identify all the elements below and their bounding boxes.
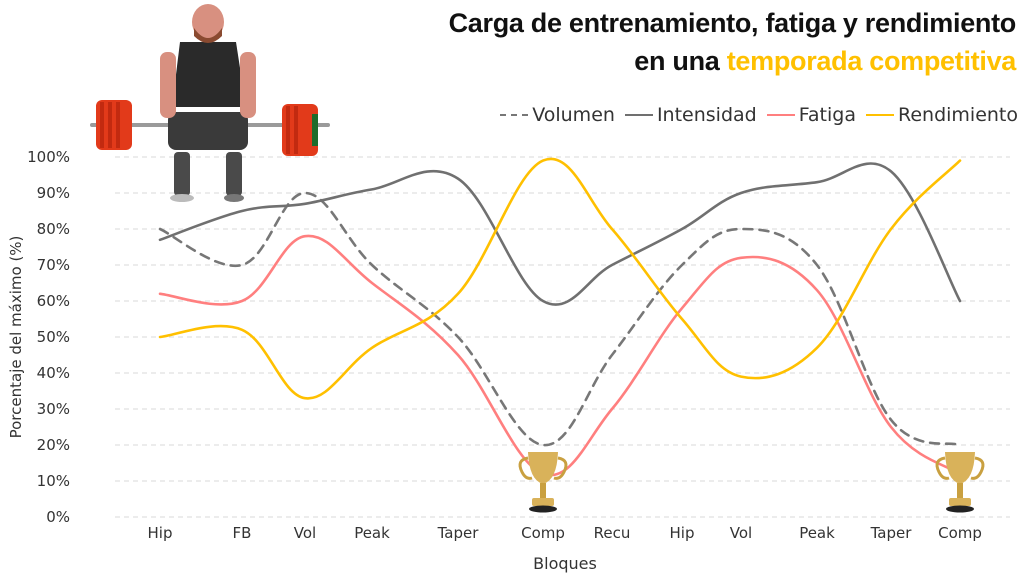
legend-swatch-rendimiento: [865, 114, 894, 116]
legend-swatch-fatiga: [766, 114, 795, 116]
series-rendimiento: [158, 157, 962, 400]
legend-item-rendimiento: Rendimiento: [865, 104, 1018, 126]
title-accent: temporada competitiva: [726, 46, 1017, 76]
legend: Volumen Intensidad Fatiga Rendimiento: [500, 104, 1018, 126]
x-tick-label: Hip: [148, 524, 173, 542]
y-tick-label: 40%: [37, 364, 70, 382]
trophy-icon: [935, 452, 985, 513]
series-volumen: [158, 191, 962, 447]
y-tick-label: 50%: [37, 328, 70, 346]
series-intensidad: [158, 162, 962, 306]
chart-title: Carga de entrenamiento, fatiga y rendimi…: [448, 4, 1017, 80]
legend-label: Rendimiento: [897, 104, 1018, 126]
legend-label: Intensidad: [656, 104, 757, 126]
gridlines: [115, 156, 1010, 518]
title-prefix: en una: [634, 46, 727, 76]
y-tick-label: 90%: [37, 184, 70, 202]
y-axis-label: Porcentaje del máximo (%): [7, 236, 25, 439]
y-axis-ticks: 0% 10% 20% 30% 40% 50% 60% 70% 80% 90% 100%: [27, 148, 70, 526]
legend-item-fatiga: Fatiga: [766, 104, 856, 126]
legend-swatch-intensidad: [624, 114, 653, 116]
y-tick-label: 0%: [46, 508, 70, 526]
series-fatiga: [158, 234, 962, 477]
y-tick-label: 20%: [37, 436, 70, 454]
legend-label: Volumen: [532, 104, 615, 126]
series-lines: [158, 157, 962, 477]
legend-swatch-dashed: [500, 114, 529, 116]
y-tick-label: 60%: [37, 292, 70, 310]
x-axis-label: Bloques: [533, 554, 597, 573]
chart-title-line1: Carga de entrenamiento, fatiga y rendimi…: [448, 8, 1017, 38]
x-tick-label: Comp: [938, 524, 982, 542]
legend-label: Fatiga: [798, 104, 856, 126]
y-tick-label: 10%: [37, 472, 70, 490]
y-tick-label: 100%: [27, 148, 70, 166]
x-tick-label: Peak: [799, 524, 835, 542]
x-tick-label: FB: [233, 524, 252, 542]
y-tick-label: 70%: [37, 256, 70, 274]
deadlift-athlete-image: [90, 4, 330, 202]
legend-item-intensidad: Intensidad: [624, 104, 757, 126]
y-tick-label: 30%: [37, 400, 70, 418]
trophy-annotations: [518, 452, 985, 513]
y-tick-label: 80%: [37, 220, 70, 238]
x-tick-label: Recu: [594, 524, 631, 542]
x-tick-label: Taper: [437, 524, 480, 542]
x-tick-label: Vol: [730, 524, 752, 542]
x-tick-label: Comp: [521, 524, 565, 542]
x-tick-label: Hip: [670, 524, 695, 542]
x-tick-label: Peak: [354, 524, 390, 542]
trophy-icon: [518, 452, 568, 513]
x-axis-ticks: Hip FB Vol Peak Taper Comp Recu Hip Vol Peak Taper…: [148, 524, 982, 542]
chart-title-line2: en una temporada competitiva: [449, 42, 1016, 80]
x-tick-label: Taper: [870, 524, 913, 542]
x-tick-label: Vol: [294, 524, 316, 542]
legend-item-volumen: Volumen: [500, 104, 615, 126]
